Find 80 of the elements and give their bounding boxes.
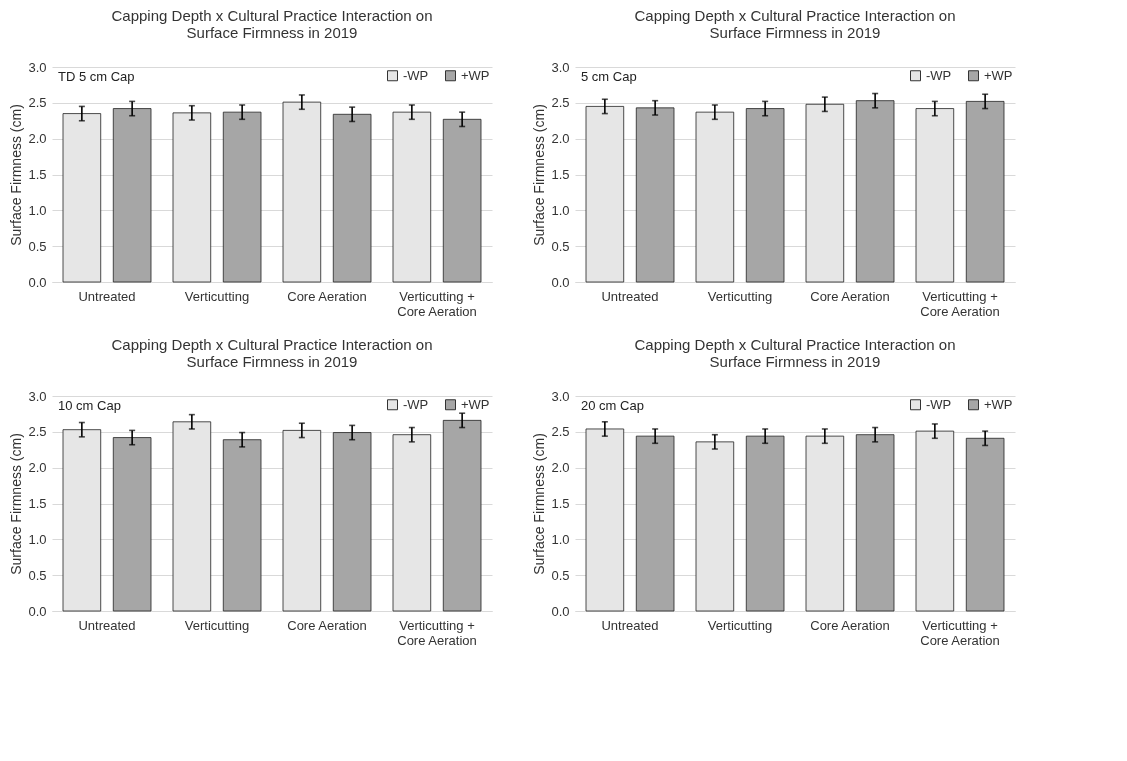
y-tick-label: 2.0 (551, 460, 570, 476)
legend-label: -WP (926, 67, 952, 83)
x-tick-label: Verticutting + Core Aeration (397, 288, 477, 319)
y-tick-label: 1.0 (551, 531, 570, 547)
annotation: 10 cm Cap (58, 398, 121, 413)
y-tick-label: 0.0 (551, 274, 570, 290)
bar (745, 435, 785, 612)
legend-label: +WP (461, 67, 490, 83)
y-tick-label: 0.5 (551, 567, 570, 583)
chart-title: Capping Depth x Cultural Practice Interaction on Surface Firmness in 2019 (634, 7, 956, 41)
y-tick-label: 2.0 (28, 460, 47, 476)
chart-title: Capping Depth x Cultural Practice Interaction on Surface Firmness in 2019 (111, 7, 433, 41)
chart-title: Capping Depth x Cultural Practice Interaction on Surface Firmness in 2019 (111, 336, 433, 370)
annotation: 20 cm Cap (581, 398, 644, 413)
y-axis-title: Surface Firmness (cm) (8, 433, 25, 575)
y-tick-label: 3.0 (28, 59, 47, 75)
bar (62, 113, 102, 283)
y-tick-label: 1.5 (551, 167, 570, 182)
bar (392, 111, 432, 283)
x-tick-label: Untreated (78, 617, 136, 633)
bar (112, 108, 152, 283)
y-tick-label: 2.5 (551, 95, 570, 111)
y-tick-label: 3.0 (28, 388, 47, 404)
bar (695, 441, 735, 612)
y-tick-label: 1.0 (28, 531, 47, 547)
x-tick-label: Untreated (601, 617, 659, 633)
x-tick-label: Core Aeration (287, 617, 367, 633)
x-tick-label: Verticutting (707, 288, 773, 304)
legend-label: -WP (926, 396, 952, 412)
y-tick-label: 0.5 (551, 238, 570, 254)
y-tick-label: 1.5 (551, 496, 570, 511)
y-tick-label: 3.0 (551, 388, 570, 404)
x-tick-label: Verticutting (184, 617, 250, 633)
y-tick-label: 2.0 (551, 131, 570, 147)
x-tick-label: Untreated (78, 288, 136, 304)
y-tick-label: 1.5 (28, 496, 47, 511)
y-tick-label: 1.0 (28, 202, 47, 218)
bar (585, 428, 625, 612)
bar (855, 434, 895, 612)
annotation: 5 cm Cap (581, 69, 637, 84)
y-tick-label: 1.5 (28, 167, 47, 182)
y-tick-label: 2.5 (28, 424, 47, 440)
x-tick-label: Untreated (601, 288, 659, 304)
y-tick-label: 0.5 (28, 238, 47, 254)
y-tick-label: 0.0 (28, 603, 47, 619)
y-tick-label: 0.5 (28, 567, 47, 583)
bar (635, 435, 675, 612)
legend-label: +WP (461, 396, 490, 412)
y-tick-label: 2.0 (28, 131, 47, 147)
y-axis-title: Surface Firmness (cm) (531, 104, 548, 246)
bar (805, 435, 845, 612)
bar (965, 437, 1005, 612)
bar (282, 101, 322, 283)
annotation: TD 5 cm Cap (58, 69, 135, 84)
bar (332, 113, 372, 283)
legend-label: +WP (984, 67, 1013, 83)
y-tick-label: 0.0 (551, 603, 570, 619)
x-tick-label: Core Aeration (810, 617, 890, 633)
legend-label: -WP (403, 67, 429, 83)
x-tick-label: Verticutting (184, 288, 250, 304)
legend-label: +WP (984, 396, 1013, 412)
y-axis-title: Surface Firmness (cm) (8, 104, 25, 246)
y-tick-label: 3.0 (551, 59, 570, 75)
y-tick-label: 0.0 (28, 274, 47, 290)
x-tick-label: Verticutting + Core Aeration (920, 617, 1000, 648)
x-tick-label: Verticutting + Core Aeration (397, 617, 477, 648)
chart-title: Capping Depth x Cultural Practice Interaction on Surface Firmness in 2019 (634, 336, 956, 370)
bar (442, 118, 482, 283)
bar (222, 111, 262, 283)
x-tick-label: Verticutting (707, 617, 773, 633)
legend-label: -WP (403, 396, 429, 412)
y-tick-label: 2.5 (28, 95, 47, 111)
y-axis-title: Surface Firmness (cm) (531, 433, 548, 575)
x-tick-label: Core Aeration (287, 288, 367, 304)
bar (915, 430, 955, 612)
y-tick-label: 2.5 (551, 424, 570, 440)
y-tick-label: 1.0 (551, 202, 570, 218)
x-tick-label: Verticutting + Core Aeration (920, 288, 1000, 319)
x-tick-label: Core Aeration (810, 288, 890, 304)
bar (172, 112, 212, 283)
